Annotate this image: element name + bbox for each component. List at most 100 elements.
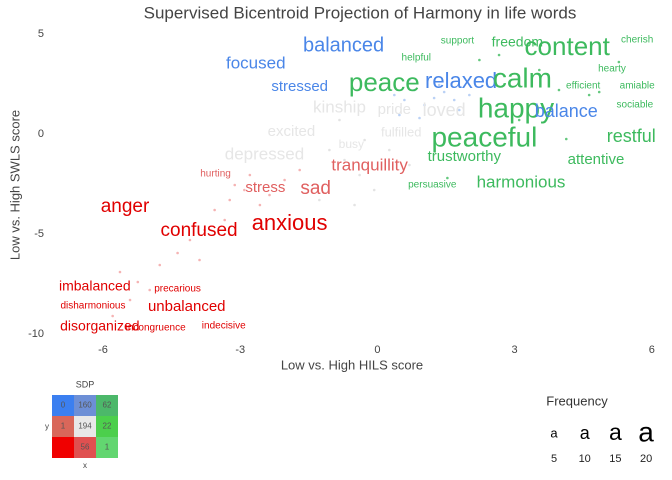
point	[228, 198, 232, 202]
word-label: hurting	[200, 169, 231, 180]
point	[423, 103, 426, 107]
point	[442, 90, 446, 94]
word-label: efficient	[566, 81, 601, 92]
point	[617, 60, 621, 64]
legend-glyph: a	[580, 423, 591, 443]
point	[557, 88, 561, 92]
point	[213, 208, 216, 212]
point	[328, 148, 331, 152]
word-label: harmonious	[477, 172, 566, 191]
inset-cell-label: 22	[103, 422, 112, 431]
inset-cell-label: 0	[61, 401, 66, 410]
word-label: content	[525, 31, 611, 61]
word-label: relaxed	[425, 68, 497, 93]
word-label: imbalanced	[59, 278, 131, 294]
word-label: indecisive	[202, 321, 246, 332]
point	[148, 288, 151, 292]
inset-cell-label: 56	[81, 443, 90, 452]
word-label: fulfilled	[381, 124, 421, 139]
inset-cell	[52, 395, 74, 416]
word-label: pride	[378, 101, 411, 118]
inset-cell-label: 1	[61, 422, 66, 431]
point	[597, 90, 601, 94]
inset-cell	[96, 395, 118, 416]
word-label: disorganized	[60, 318, 139, 334]
point	[457, 108, 461, 112]
point	[393, 93, 396, 97]
point	[452, 98, 456, 102]
point	[432, 96, 436, 100]
point	[538, 68, 541, 72]
word-label: balance	[535, 101, 598, 121]
y-tick-label: -5	[34, 228, 44, 240]
word-label: kinship	[313, 97, 366, 116]
legend-label: 10	[579, 453, 591, 465]
word-label: happy	[478, 92, 554, 123]
inset-cell-label: 160	[78, 401, 92, 410]
legend-label: 20	[640, 453, 652, 465]
point	[268, 193, 271, 197]
y-tick-label: 0	[38, 128, 44, 140]
word-label: excited	[268, 123, 316, 140]
point	[203, 228, 206, 232]
point	[248, 173, 252, 177]
legend-glyph: a	[609, 419, 622, 445]
inset-cell	[96, 437, 118, 458]
point	[468, 93, 471, 97]
point	[243, 188, 246, 192]
point	[198, 258, 201, 262]
legend-label: 15	[609, 453, 621, 465]
point	[398, 113, 401, 117]
point	[517, 118, 521, 122]
word-label: stress	[245, 179, 285, 196]
y-axis-label: Low vs. High SWLS score	[7, 110, 22, 260]
point	[298, 168, 301, 172]
word-label: stressed	[271, 78, 328, 95]
word-label: attentive	[568, 151, 625, 168]
point	[223, 218, 226, 222]
legend-glyph: a	[550, 425, 558, 440]
word-label: restful	[607, 126, 656, 146]
point	[158, 263, 162, 267]
inset-title: SDP	[76, 379, 95, 389]
x-tick-label: 3	[512, 344, 518, 356]
word-label: peace	[349, 67, 420, 97]
inset-cell	[74, 416, 96, 437]
word-label: persuasive	[408, 180, 457, 191]
legend-glyph: a	[638, 416, 654, 447]
word-label: anxious	[252, 210, 328, 235]
point	[358, 173, 361, 177]
point	[176, 251, 179, 255]
word-label: unbalanced	[148, 298, 226, 315]
inset-cell	[52, 416, 74, 437]
point	[437, 83, 441, 87]
word-label: tranquillity	[331, 155, 408, 174]
point	[363, 138, 366, 142]
word-label: depressed	[225, 144, 304, 163]
point	[233, 183, 237, 187]
word-label: confused	[161, 220, 238, 241]
word-label: balanced	[303, 34, 384, 56]
word-label: disharmonious	[60, 301, 125, 312]
point	[353, 203, 356, 207]
word-label: sociable	[617, 100, 654, 111]
point	[343, 158, 346, 162]
y-tick-label: 5	[38, 28, 44, 40]
point	[418, 116, 421, 120]
point	[318, 198, 321, 202]
point	[111, 314, 114, 318]
point	[338, 118, 341, 122]
point	[408, 163, 411, 167]
point	[188, 238, 192, 242]
x-tick-label: 0	[374, 344, 380, 356]
point	[413, 88, 416, 92]
inset-cell-label: 194	[78, 422, 92, 431]
word-label: helpful	[402, 53, 431, 64]
word-label: incongruence	[126, 323, 186, 334]
word-label: anger	[101, 196, 150, 217]
point	[478, 58, 481, 62]
word-label: loved	[423, 100, 466, 120]
x-tick-label: -6	[98, 344, 108, 356]
inset-cell	[74, 437, 96, 458]
